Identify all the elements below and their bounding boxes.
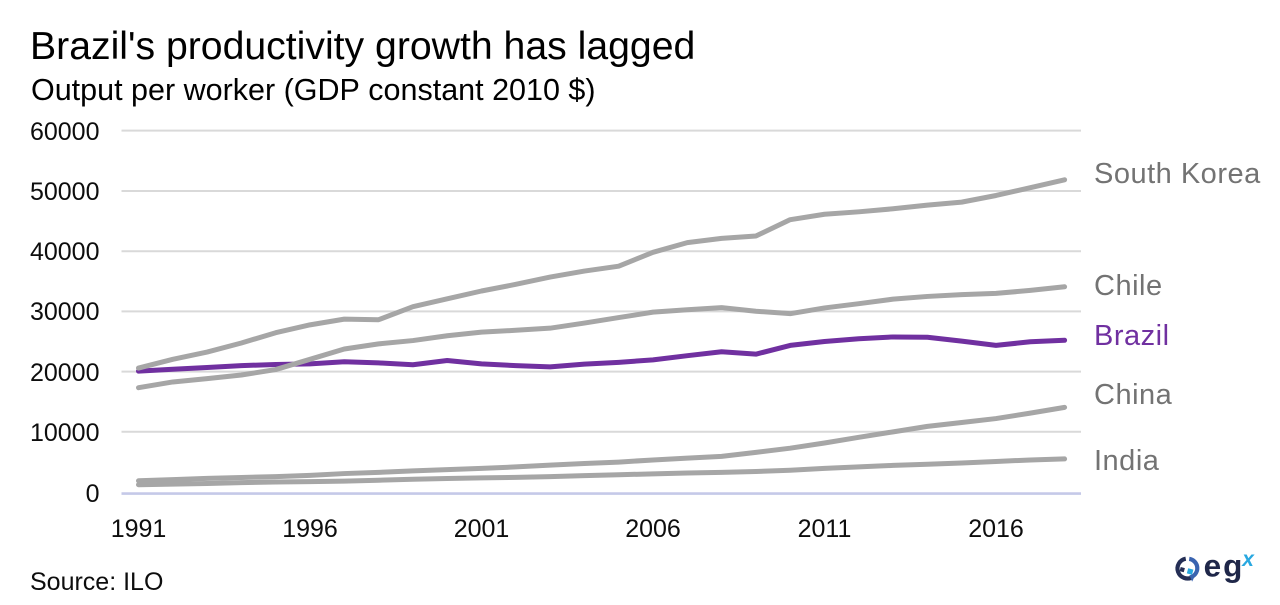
svg-text:eg: eg <box>1204 550 1245 584</box>
svg-text:x: x <box>1241 550 1255 571</box>
